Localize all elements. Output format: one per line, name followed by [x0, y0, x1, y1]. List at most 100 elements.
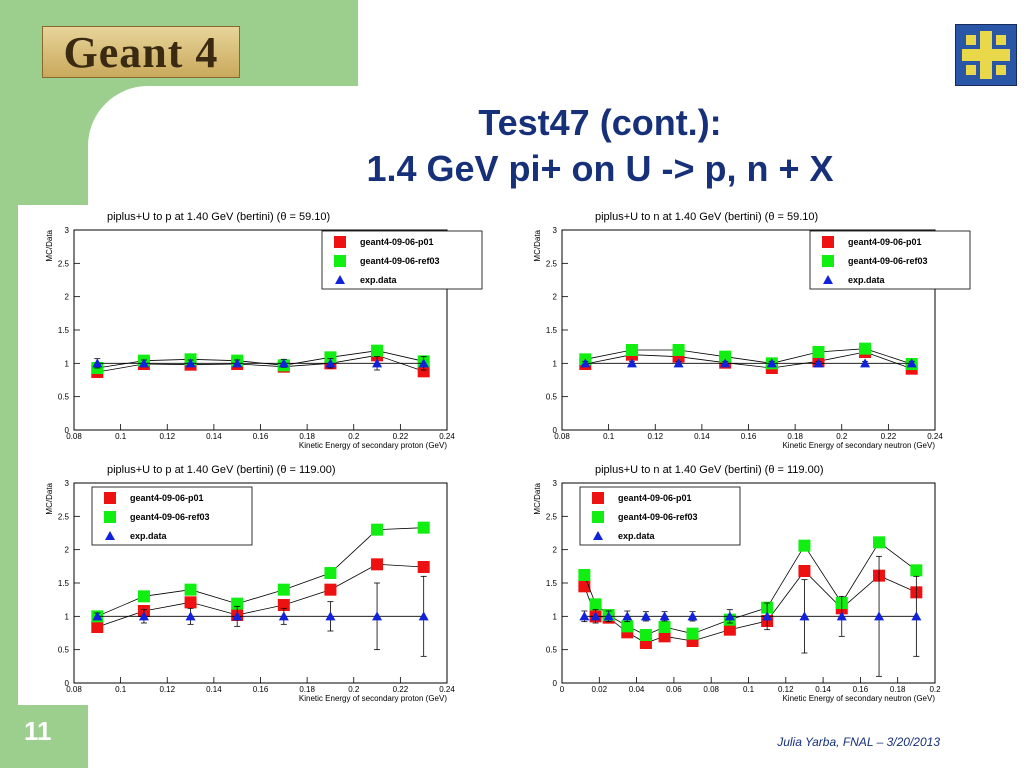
legend-label-p01: geant4-09-06-p01 [360, 237, 434, 247]
data-point-exp [836, 611, 847, 621]
legend-label-p01: geant4-09-06-p01 [848, 237, 922, 247]
data-point-ref03 [578, 569, 591, 581]
legend-marker-exp [593, 531, 603, 540]
data-point-exp [418, 611, 429, 621]
y-tick-label: 1 [553, 612, 558, 621]
series-line-ref03 [97, 527, 424, 617]
x-tick-label: 0.06 [666, 685, 682, 694]
x-tick-label: 0.1 [115, 685, 127, 694]
series-line-p01 [97, 563, 424, 628]
x-tick-label: 0.08 [66, 432, 82, 441]
x-tick-label: 0.24 [439, 685, 455, 694]
x-tick-label: 0.08 [554, 432, 570, 441]
data-point-p01 [658, 630, 671, 643]
data-point-exp [325, 358, 336, 368]
data-point-exp [138, 358, 149, 368]
data-point-exp [626, 358, 637, 368]
data-point-ref03 [589, 598, 602, 611]
y-tick-label: 1.5 [546, 326, 558, 335]
y-tick-label: 3 [65, 226, 70, 235]
x-tick-label: 0.22 [881, 432, 897, 441]
y-tick-label: 1 [553, 359, 558, 368]
y-tick-label: 0 [553, 426, 558, 435]
series-line-ref03 [584, 541, 917, 636]
series-line-p01 [585, 351, 912, 370]
x-tick-label: 0.12 [778, 685, 794, 694]
data-point-exp [813, 358, 824, 368]
x-tick-label: 0.16 [253, 432, 269, 441]
data-point-ref03 [137, 590, 150, 603]
data-point-exp [724, 611, 735, 621]
x-tick-label: 0.18 [890, 685, 906, 694]
legend-label-exp: exp.data [848, 275, 886, 285]
data-point-exp [622, 611, 633, 621]
x-tick-label: 0.1 [743, 685, 755, 694]
x-tick-label: 0.22 [393, 685, 409, 694]
data-point-ref03 [621, 620, 634, 633]
legend-marker-ref03 [334, 255, 346, 267]
y-tick-label: 0.5 [546, 393, 558, 402]
legend-box [91, 486, 253, 546]
y-tick-label: 1 [65, 359, 70, 368]
legend-marker-p01 [334, 236, 346, 248]
data-point-exp [640, 611, 651, 621]
legend-box [321, 230, 483, 290]
data-point-ref03 [658, 621, 671, 633]
data-point-p01 [417, 365, 430, 378]
x-tick-label: 0.22 [393, 432, 409, 441]
x-tick-label: 0.18 [299, 685, 315, 694]
y-tick-label: 0 [553, 679, 558, 688]
y-tick-label: 0.5 [546, 646, 558, 655]
data-point-ref03 [910, 564, 923, 577]
series-line-ref03 [585, 348, 912, 365]
data-point-p01 [798, 565, 811, 577]
x-tick-label: 0.18 [299, 432, 315, 441]
legend-box [579, 486, 741, 546]
data-point-p01 [324, 583, 337, 596]
legend-box [809, 230, 971, 290]
y-tick-label: 2 [65, 546, 70, 555]
data-point-ref03 [277, 583, 290, 596]
x-tick-label: 0.24 [927, 432, 943, 441]
title-line-2: 1.4 GeV pi+ on U -> p, n + X [366, 148, 834, 189]
x-axis-label: Kinetic Energy of secondary proton (GeV) [299, 441, 447, 450]
data-point-exp [325, 611, 336, 621]
logo-text: Geant 4 [63, 27, 219, 77]
y-tick-label: 1 [65, 612, 70, 621]
data-point-p01 [91, 621, 104, 633]
chart-title: piplus+U to p at 1.40 GeV (bertini) (θ =… [107, 211, 330, 223]
x-tick-label: 0.02 [592, 685, 608, 694]
data-point-exp [673, 358, 684, 368]
legend-marker-exp [823, 275, 833, 284]
data-point-ref03 [859, 342, 872, 355]
legend-label-ref03: geant4-09-06-ref03 [848, 256, 928, 266]
data-point-ref03 [417, 521, 430, 534]
x-axis-label: Kinetic Energy of secondary neutron (GeV… [782, 441, 935, 450]
x-tick-label: 0.16 [853, 685, 869, 694]
legend-marker-ref03 [822, 255, 834, 267]
data-point-ref03 [625, 344, 638, 356]
y-tick-label: 1.5 [58, 326, 70, 335]
data-point-ref03 [873, 536, 886, 549]
data-point-exp [659, 611, 670, 621]
footer-credit: Julia Yarba, FNAL – 3/20/2013 [777, 735, 940, 749]
legend-marker-p01 [822, 236, 834, 248]
y-tick-label: 2.5 [546, 259, 558, 268]
page-number: 11 [24, 716, 52, 746]
legend-marker-ref03 [104, 511, 116, 523]
y-axis-label: MC/Data [45, 482, 54, 514]
x-tick-label: 0.1 [603, 432, 615, 441]
data-point-ref03 [812, 346, 825, 358]
data-point-p01 [184, 596, 197, 609]
x-tick-label: 0.18 [787, 432, 803, 441]
data-point-p01 [417, 561, 430, 573]
y-axis-label: MC/Data [533, 229, 542, 261]
x-tick-label: 0.12 [647, 432, 663, 441]
data-point-exp [579, 611, 590, 621]
data-point-exp [766, 358, 777, 368]
y-tick-label: 3 [553, 226, 558, 235]
x-tick-label: 0.1 [115, 432, 127, 441]
geant4-logo: Geant 4 [42, 26, 240, 78]
legend-label-exp: exp.data [360, 275, 398, 285]
y-tick-label: 2 [553, 546, 558, 555]
